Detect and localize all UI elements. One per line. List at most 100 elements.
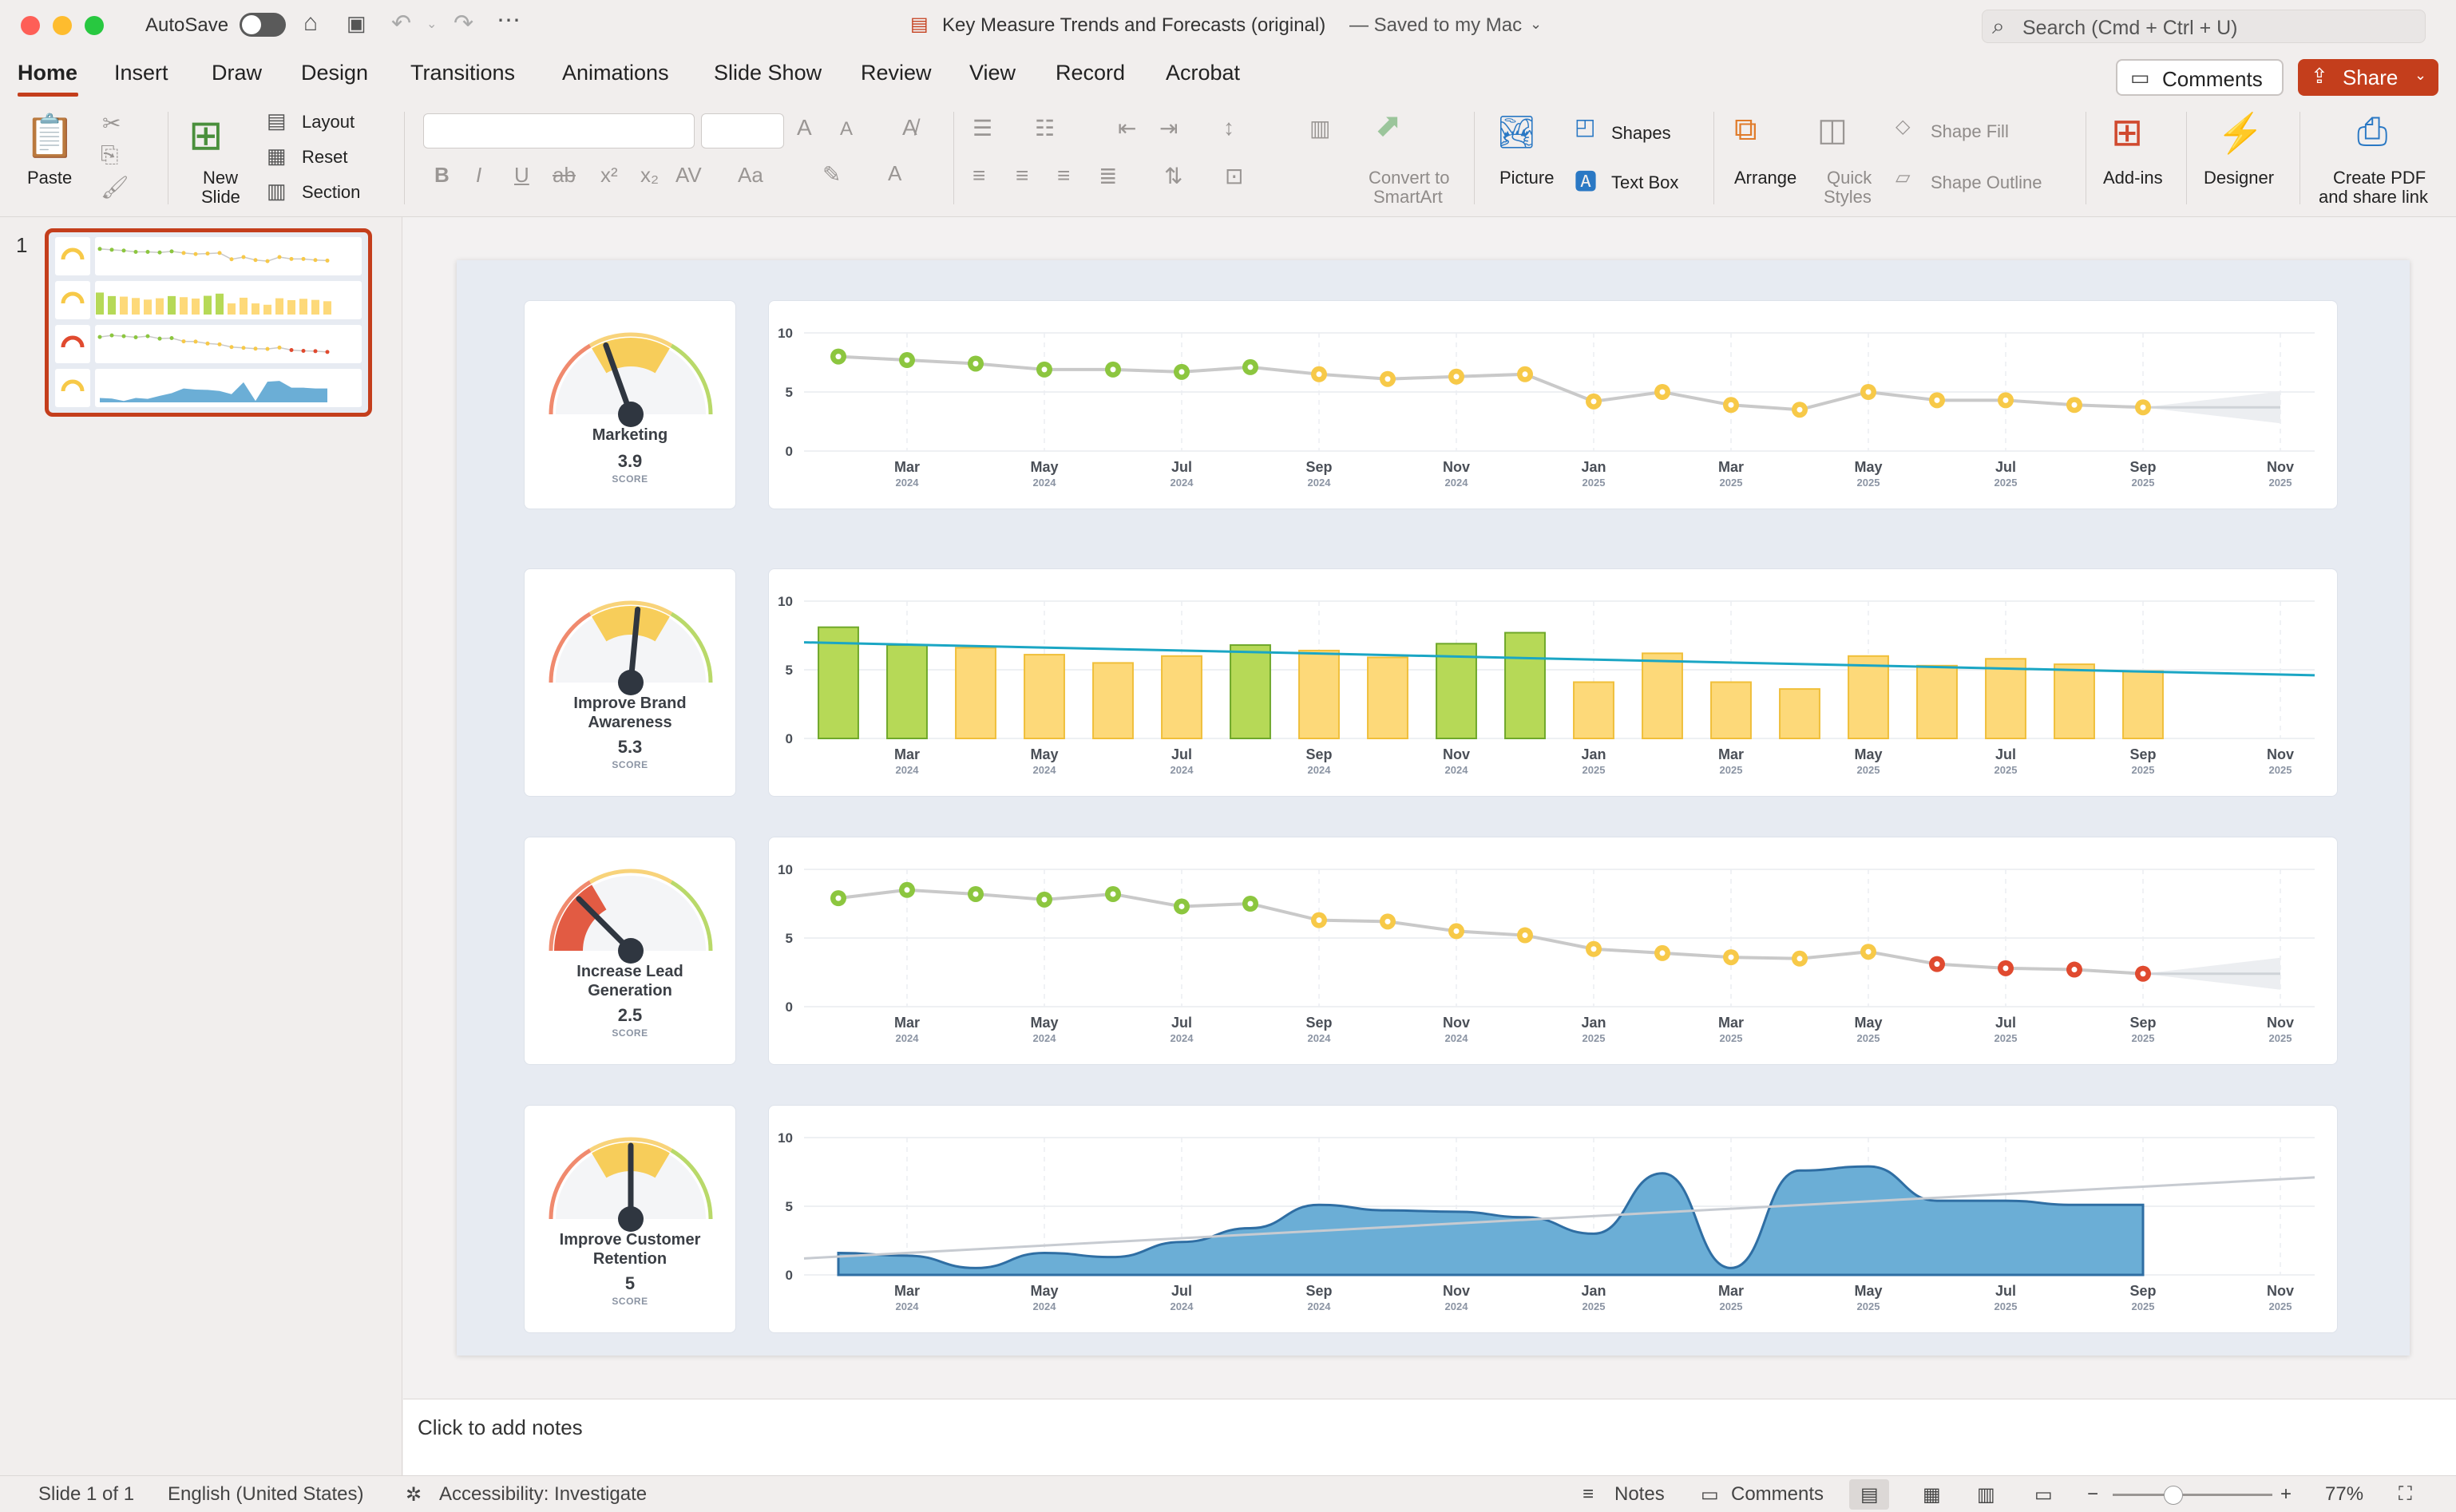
tab-acrobat[interactable]: Acrobat [1166, 61, 1241, 85]
convert-smartart-label-line1[interactable]: Convert to [1369, 168, 1450, 188]
normal-view-button[interactable] [1849, 1479, 1889, 1510]
tab-insert[interactable]: Insert [114, 61, 168, 85]
paste-icon[interactable]: 📋 [24, 113, 76, 160]
zoom-level[interactable]: 77% [2325, 1483, 2364, 1505]
more-icon[interactable]: ⋯ [497, 7, 521, 34]
shape-outline-button[interactable]: Shape Outline [1931, 172, 2042, 192]
character-spacing-icon[interactable]: AV [675, 163, 702, 187]
change-case-icon[interactable]: Aa [738, 163, 763, 187]
arrange-label[interactable]: Arrange [1734, 168, 1797, 188]
superscript-icon[interactable]: x² [600, 163, 618, 187]
minimize-window-button[interactable] [53, 16, 72, 35]
line-spacing-icon[interactable]: ↕ [1223, 115, 1234, 140]
zoom-slider[interactable] [2113, 1494, 2272, 1496]
section-icon[interactable]: ▥ [267, 179, 287, 203]
columns-icon[interactable]: ▥ [1309, 116, 1331, 141]
align-left-icon[interactable]: ≡ [972, 163, 986, 188]
shape-outline-icon[interactable]: ▱ [1895, 167, 1911, 188]
tab-animations[interactable]: Animations [562, 61, 669, 85]
text-box-icon[interactable]: 🅰 [1575, 169, 1598, 194]
section-button[interactable]: Section [302, 182, 361, 202]
slide-thumbnail[interactable] [45, 228, 372, 417]
decrease-font-size-icon[interactable]: A [840, 118, 854, 140]
tab-view[interactable]: View [969, 61, 1016, 85]
notes-toggle[interactable]: Notes [1614, 1483, 1665, 1505]
highlight-icon[interactable]: ✎ [822, 162, 842, 187]
accessibility-icon[interactable]: ✲ [406, 1484, 422, 1506]
zoom-window-button[interactable] [85, 16, 104, 35]
close-window-button[interactable] [21, 16, 40, 35]
comments-icon[interactable]: ▭ [1701, 1484, 1719, 1506]
picture-label[interactable]: Picture [1499, 168, 1555, 188]
home-icon[interactable]: ⌂ [303, 10, 319, 36]
numbering-icon[interactable]: ☷ [1035, 116, 1056, 141]
add-ins-label[interactable]: Add-ins [2103, 168, 2163, 188]
picture-icon[interactable]: 🏞 [1496, 115, 1537, 150]
redo-icon[interactable]: ↷ [454, 10, 474, 37]
create-pdf-label-line2[interactable]: and share link [2319, 187, 2428, 207]
tab-transitions[interactable]: Transitions [410, 61, 516, 85]
font-name-field[interactable] [423, 113, 695, 148]
arrange-icon[interactable]: ⧉ [1734, 112, 1757, 147]
accessibility-status[interactable]: Accessibility: Investigate [439, 1483, 648, 1505]
reading-view-icon[interactable]: ▥ [1977, 1484, 1995, 1506]
comments-button[interactable]: ▭ Comments [2116, 59, 2284, 96]
add-ins-icon[interactable]: ⊞ [2111, 112, 2144, 154]
decrease-indent-icon[interactable]: ⇤ [1118, 116, 1137, 141]
italic-icon[interactable]: I [476, 163, 482, 187]
autosave-toggle[interactable] [240, 13, 286, 37]
convert-smartart-label-line2[interactable]: SmartArt [1373, 187, 1443, 207]
tab-review[interactable]: Review [861, 61, 932, 85]
align-text-icon[interactable]: ⊡ [1225, 164, 1244, 188]
notes-pane[interactable]: Click to add notes [403, 1399, 2456, 1475]
align-center-icon[interactable]: ≡ [1016, 163, 1029, 188]
fit-to-window-icon[interactable]: ⛶ [2399, 1483, 2412, 1505]
bullets-icon[interactable]: ☰ [972, 116, 993, 141]
font-size-field[interactable] [701, 113, 784, 148]
save-status-chevron-icon[interactable]: ⌄ [1530, 16, 1543, 32]
strikethrough-icon[interactable]: ab [553, 163, 576, 187]
copy-icon[interactable]: ⎘ [101, 142, 119, 167]
slide-sorter-icon[interactable]: ▦ [1923, 1484, 1941, 1506]
comments-toggle[interactable]: Comments [1731, 1483, 1824, 1505]
tab-home[interactable]: Home [18, 61, 78, 85]
shapes-button[interactable]: Shapes [1611, 123, 1671, 143]
language-indicator[interactable]: English (United States) [168, 1483, 364, 1505]
zoom-out-icon[interactable]: − [2087, 1483, 2099, 1505]
zoom-in-icon[interactable]: + [2280, 1483, 2292, 1505]
undo-icon[interactable]: ↶ [391, 10, 412, 37]
designer-label[interactable]: Designer [2204, 168, 2275, 188]
bold-icon[interactable]: B [434, 163, 450, 187]
zoom-slider-thumb[interactable] [2164, 1486, 2183, 1505]
subscript-icon[interactable]: x₂ [640, 163, 660, 187]
tab-slide-show[interactable]: Slide Show [714, 61, 822, 85]
undo-dropdown-icon[interactable]: ⌄ [426, 18, 438, 31]
justify-icon[interactable]: ≣ [1099, 164, 1118, 188]
text-direction-icon[interactable]: ⇅ [1164, 164, 1183, 188]
slideshow-icon[interactable]: ▭ [2034, 1484, 2053, 1506]
new-slide-label-line1[interactable]: New [203, 168, 239, 188]
shape-fill-button[interactable]: Shape Fill [1931, 121, 2009, 141]
layout-button[interactable]: Layout [302, 112, 355, 132]
tab-draw[interactable]: Draw [212, 61, 263, 85]
tab-record[interactable]: Record [1056, 61, 1126, 85]
save-status[interactable]: — Saved to my Mac [1349, 14, 1523, 36]
reset-icon[interactable]: ▦ [267, 144, 287, 168]
shape-fill-icon[interactable]: ◇ [1895, 116, 1911, 137]
increase-font-size-icon[interactable]: A [797, 115, 812, 140]
search-box[interactable]: ⌕ Search (Cmd + Ctrl + U) [1982, 10, 2426, 43]
create-pdf-icon[interactable]: ⎙ [2357, 111, 2388, 153]
designer-icon[interactable]: ⚡ [2216, 113, 2264, 155]
increase-indent-icon[interactable]: ⇥ [1159, 116, 1178, 141]
create-pdf-label-line1[interactable]: Create PDF [2333, 168, 2426, 188]
reset-button[interactable]: Reset [302, 147, 348, 167]
notes-icon[interactable]: ≡ [1583, 1483, 1594, 1505]
cut-icon[interactable]: ✂ [102, 111, 121, 136]
new-slide-icon[interactable]: ⊞ [188, 113, 224, 159]
quick-styles-label-line2[interactable]: Styles [1824, 187, 1872, 207]
new-slide-label-line2[interactable]: Slide [201, 187, 240, 207]
format-painter-icon[interactable]: 🖌 [101, 175, 129, 200]
slide-canvas[interactable]: Marketing 3.9 SCORE 10 5 0 Mar 2024 May 2024 Ju… [457, 260, 2410, 1356]
paste-label[interactable]: Paste [27, 168, 73, 188]
quick-styles-label-line1[interactable]: Quick [1827, 168, 1872, 188]
